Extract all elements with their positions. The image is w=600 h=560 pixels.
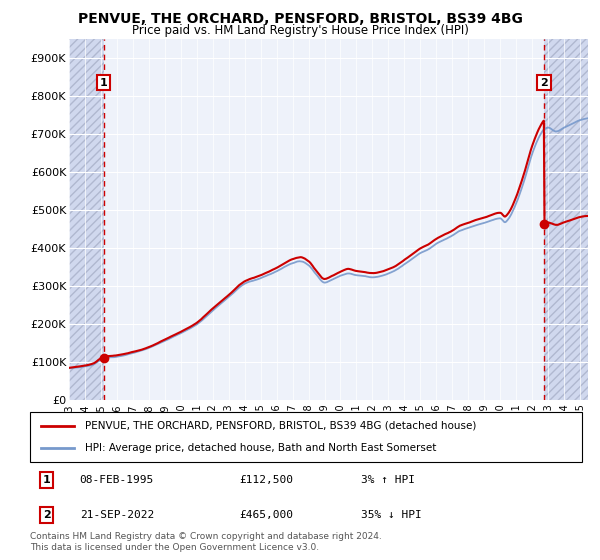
Text: Contains HM Land Registry data © Crown copyright and database right 2024.
This d: Contains HM Land Registry data © Crown c…: [30, 532, 382, 552]
Text: 08-FEB-1995: 08-FEB-1995: [80, 475, 154, 485]
Bar: [544, 39, 588, 400]
Text: £112,500: £112,500: [240, 475, 294, 485]
Text: 1: 1: [43, 475, 50, 485]
Text: £465,000: £465,000: [240, 510, 294, 520]
FancyBboxPatch shape: [30, 412, 582, 462]
Text: Price paid vs. HM Land Registry's House Price Index (HPI): Price paid vs. HM Land Registry's House …: [131, 24, 469, 37]
Text: 35% ↓ HPI: 35% ↓ HPI: [361, 510, 422, 520]
Text: 3% ↑ HPI: 3% ↑ HPI: [361, 475, 415, 485]
Text: 2: 2: [540, 77, 548, 87]
Text: 2: 2: [43, 510, 50, 520]
Bar: [69, 39, 104, 400]
Text: 21-SEP-2022: 21-SEP-2022: [80, 510, 154, 520]
Text: PENVUE, THE ORCHARD, PENSFORD, BRISTOL, BS39 4BG (detached house): PENVUE, THE ORCHARD, PENSFORD, BRISTOL, …: [85, 421, 476, 431]
Bar: [544, 39, 588, 400]
Text: 1: 1: [100, 77, 107, 87]
Bar: [69, 39, 104, 400]
Text: HPI: Average price, detached house, Bath and North East Somerset: HPI: Average price, detached house, Bath…: [85, 443, 437, 453]
Text: PENVUE, THE ORCHARD, PENSFORD, BRISTOL, BS39 4BG: PENVUE, THE ORCHARD, PENSFORD, BRISTOL, …: [77, 12, 523, 26]
